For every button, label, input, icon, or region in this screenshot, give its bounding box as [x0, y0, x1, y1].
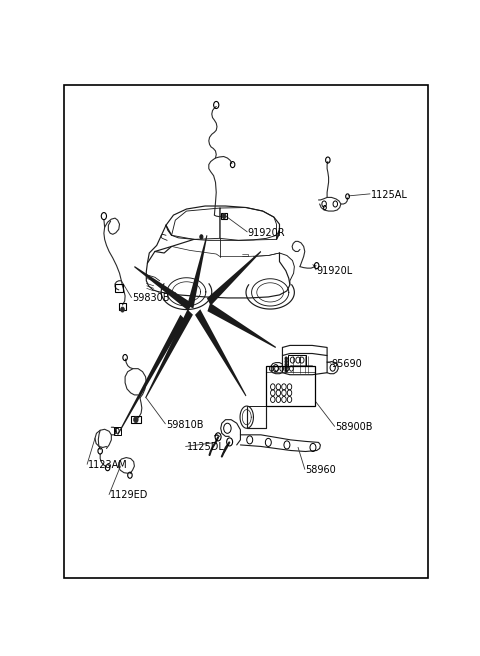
Circle shape [285, 366, 288, 369]
Bar [119, 304, 126, 310]
Polygon shape [187, 235, 207, 308]
Text: 59830B: 59830B [132, 293, 170, 304]
Bar [221, 213, 228, 219]
Text: 95690: 95690 [332, 359, 362, 369]
Circle shape [285, 369, 288, 372]
Text: 58900B: 58900B [335, 422, 373, 432]
Text: 58960: 58960 [305, 465, 336, 475]
Polygon shape [134, 266, 192, 311]
Text: 91920R: 91920R [248, 228, 286, 237]
Circle shape [285, 360, 288, 363]
Bar [115, 284, 123, 292]
Circle shape [285, 357, 288, 360]
Circle shape [285, 363, 288, 366]
Text: 1125DL: 1125DL [186, 442, 224, 453]
Text: 91920L: 91920L [317, 266, 353, 276]
Bar [288, 354, 306, 365]
Circle shape [120, 307, 124, 312]
Text: 59810B: 59810B [166, 420, 204, 430]
Text: 1123AM: 1123AM [88, 460, 128, 470]
Polygon shape [207, 251, 261, 306]
Text: 1125AL: 1125AL [371, 190, 408, 200]
Bar [266, 365, 315, 406]
Text: 1129ED: 1129ED [110, 491, 149, 501]
Circle shape [133, 417, 138, 422]
Circle shape [222, 214, 226, 218]
Polygon shape [207, 303, 276, 348]
Bar [114, 427, 120, 435]
Polygon shape [195, 309, 246, 396]
Circle shape [200, 235, 203, 239]
Bar [132, 416, 141, 423]
Polygon shape [117, 315, 185, 435]
Polygon shape [145, 310, 193, 398]
